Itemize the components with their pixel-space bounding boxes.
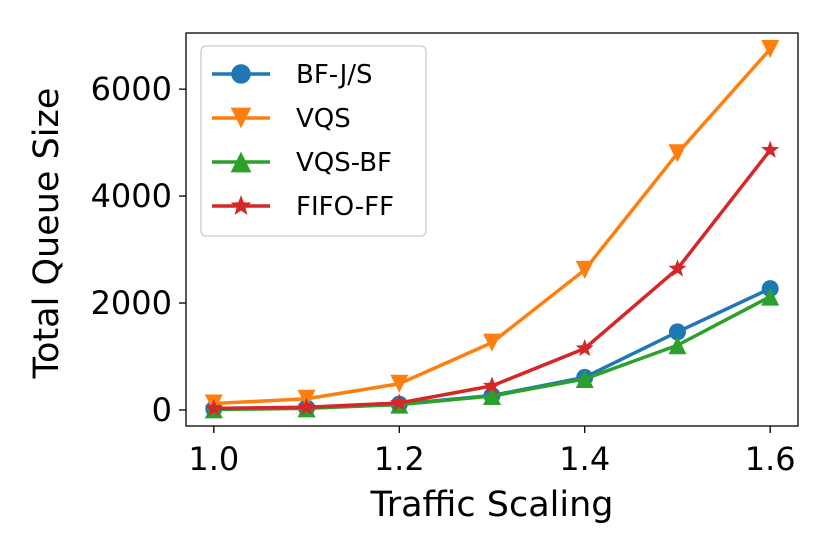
data-point <box>761 140 780 158</box>
data-point <box>575 369 594 388</box>
legend-label: FIFO-FF <box>296 192 394 222</box>
data-point <box>575 260 594 279</box>
x-tick-label: 1.6 <box>745 440 796 478</box>
data-point <box>668 336 687 355</box>
data-point <box>575 338 594 357</box>
data-point <box>761 287 780 306</box>
data-point <box>483 387 501 406</box>
data-point <box>482 376 502 394</box>
axes: 1.0 1.2 1.4 1.6 0 2000 4000 6000 <box>91 32 799 478</box>
y-tick-label: 4000 <box>91 177 172 215</box>
y-tick-label: 0 <box>152 391 172 429</box>
data-point <box>761 40 780 59</box>
legend-marker <box>231 64 251 84</box>
data-point <box>204 398 223 417</box>
y-axis-label: Total Queue Size <box>27 88 67 380</box>
legend-label: VQS-BF <box>296 148 392 178</box>
legend: BF-J/S VQS VQS-BF FIFO-FF <box>200 45 427 237</box>
plot-area <box>204 40 780 419</box>
legend-box <box>200 45 427 237</box>
y-tick-label: 2000 <box>91 284 172 322</box>
legend-label: BF-J/S <box>296 60 373 90</box>
legend-entry: VQS <box>212 104 351 134</box>
legend-entry: BF-J/S <box>212 60 373 90</box>
y-tick-label: 6000 <box>91 70 172 108</box>
x-tick-label: 1.2 <box>374 440 425 478</box>
data-point <box>297 397 316 415</box>
x-tick-label: 1.4 <box>559 440 610 478</box>
data-point <box>668 259 687 277</box>
data-point <box>390 374 409 393</box>
legend-marker <box>230 107 252 129</box>
series-fifo-ff <box>204 140 780 417</box>
legend-marker <box>230 151 252 173</box>
x-tick-label: 1.0 <box>188 440 239 478</box>
x-axis-label: Traffic Scaling <box>369 485 613 525</box>
legend-entry: FIFO-FF <box>212 192 394 222</box>
data-point <box>668 144 687 163</box>
plot-frame <box>185 32 799 427</box>
data-point <box>390 393 409 411</box>
legend-label: VQS <box>296 104 351 134</box>
data-point <box>668 323 686 341</box>
data-point <box>483 333 501 352</box>
legend-entry: VQS-BF <box>212 148 392 178</box>
legend-marker <box>230 195 252 215</box>
